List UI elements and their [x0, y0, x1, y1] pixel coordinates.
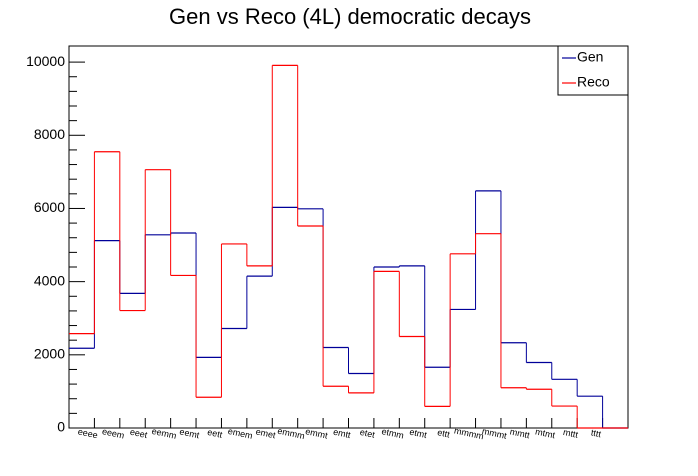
y-tick-label: 2000 [34, 346, 65, 362]
x-tick-label: tttt [590, 427, 602, 439]
y-tick-label: 6000 [34, 199, 65, 215]
legend-label: Reco [577, 74, 610, 90]
x-tick-label: emtt [332, 427, 352, 441]
x-tick-label: etmm [381, 426, 405, 440]
legend-label: Gen [577, 49, 603, 65]
y-tick-label: 0 [57, 419, 65, 435]
x-tick-label: emmt [304, 426, 329, 441]
legend-box [557, 45, 629, 96]
y-tick-label: 4000 [34, 272, 65, 288]
x-tick-label: mmtt [509, 426, 531, 440]
x-tick-label: eeem [101, 426, 125, 440]
x-tick-label: emet [255, 426, 277, 440]
x-tick-label: eemt [179, 426, 201, 440]
y-tick-label: 10000 [26, 53, 65, 69]
x-tick-label: eeet [129, 427, 149, 441]
y-tick-label: 8000 [34, 126, 65, 142]
chart-title: Gen vs Reco (4L) democratic decays [169, 4, 531, 29]
x-tick-label: mtmt [534, 426, 556, 440]
x-tick-label: eett [206, 427, 223, 440]
x-tick-label: mttt [562, 427, 579, 440]
x-tick-label: ettt [436, 427, 451, 439]
x-tick-label: etmt [409, 427, 429, 441]
x-tick-label: etet [359, 427, 376, 440]
x-tick-label: eeee [77, 426, 99, 440]
